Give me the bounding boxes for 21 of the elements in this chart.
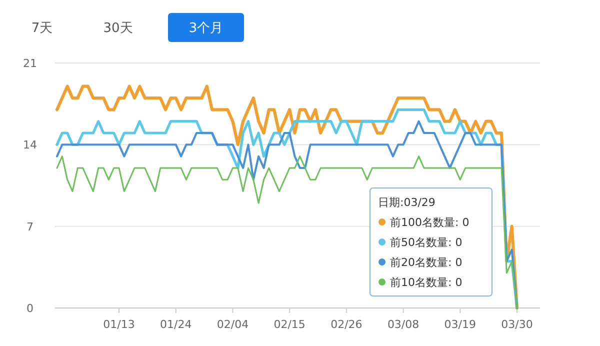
legend-label: 前50名数量: 0 <box>390 236 462 249</box>
y-tick-label: 0 <box>26 302 34 315</box>
legend-label: 前20名数量: 0 <box>390 256 462 269</box>
x-tick-label: 01/13 <box>103 318 135 331</box>
legend-label: 前10名数量: 0 <box>390 276 462 289</box>
x-tick-label: 02/15 <box>274 318 306 331</box>
text: 7天 <box>31 21 53 36</box>
x-tick-label: 02/04 <box>216 318 249 331</box>
x-tick-label: 03/08 <box>387 318 420 331</box>
y-tick-label: 7 <box>26 220 34 234</box>
x-tick-label: 03/19 <box>444 318 476 331</box>
x-tick-label: 01/24 <box>160 318 192 331</box>
text: 3个月 <box>188 21 224 36</box>
line-series <box>56 156 518 309</box>
legend-label: 前100名数量: 0 <box>390 216 470 229</box>
x-tick-label: 03/30 <box>501 318 533 331</box>
x-tick-label: 02/26 <box>330 318 362 331</box>
text: 30天 <box>103 21 133 36</box>
y-tick-label: 21 <box>23 57 37 70</box>
legend-title: 日期:03/29 <box>378 196 436 209</box>
y-tick-label: 14 <box>23 138 37 152</box>
